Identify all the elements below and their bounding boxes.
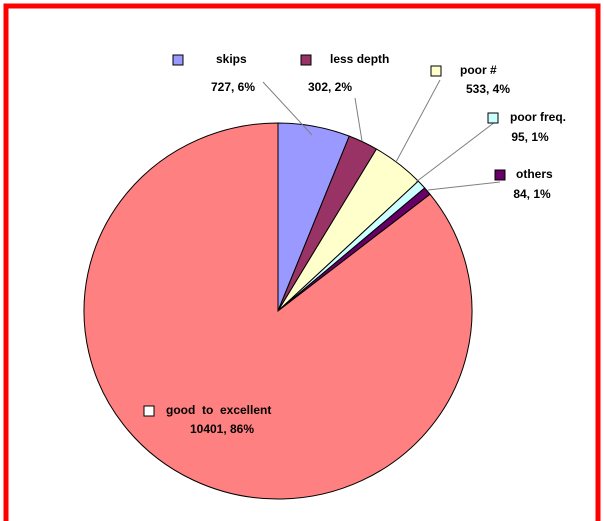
leader-line <box>427 181 501 191</box>
leader-line <box>354 97 363 142</box>
leader-line <box>415 121 496 183</box>
slice-name: poor freq. <box>510 110 566 124</box>
value-label: 84, 1% <box>513 187 551 201</box>
legend-swatch <box>172 54 184 66</box>
value-label: 95, 1% <box>511 130 549 144</box>
leader-line <box>262 81 313 136</box>
legend-swatch <box>487 112 499 124</box>
slice-name: others <box>516 167 553 181</box>
slice-name: good to excellent <box>166 403 271 417</box>
legend-swatch <box>143 405 155 417</box>
frame <box>3 3 601 521</box>
value-label: 10401, 86% <box>190 422 254 436</box>
slice-name: less depth <box>330 52 389 66</box>
legend-swatch <box>494 169 506 181</box>
slice-name: skips <box>216 52 247 66</box>
value-label: 727, 6% <box>211 80 255 94</box>
pie-slice <box>83 122 473 500</box>
slice-name: poor # <box>460 63 497 77</box>
value-label: 533, 4% <box>466 82 510 96</box>
value-label: 302, 2% <box>308 80 352 94</box>
legend-swatch <box>300 54 312 66</box>
legend-swatch <box>430 65 442 77</box>
leader-line <box>395 79 441 163</box>
